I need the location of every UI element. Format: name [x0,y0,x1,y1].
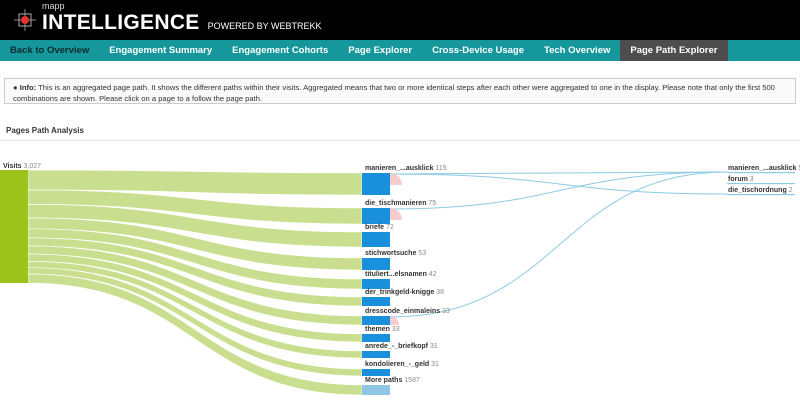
page-node-label[interactable]: kondolieren_-_geld 31 [365,361,439,368]
app-header: mapp INTELLIGENCE POWERED BY WEBTREKK [0,0,800,40]
step3-node[interactable] [727,183,795,185]
exit-indicator [390,173,402,185]
page-node-label[interactable]: stichwortsuche 53 [365,250,426,257]
page-node-label[interactable]: manieren_...ausklick 115 [365,165,447,172]
page-node[interactable] [362,351,390,358]
page-node-label[interactable]: themen 33 [365,326,400,333]
tab-engagement-summary[interactable]: Engagement Summary [109,45,213,56]
path-flow [389,173,728,195]
brand-row: INTELLIGENCE POWERED BY WEBTREKK [42,11,321,35]
page-node[interactable] [362,279,390,289]
tab-tech-overview[interactable]: Tech Overview [544,45,611,56]
info-box: ● Info: This is an aggregated page path.… [4,78,796,104]
page-node-label[interactable]: der_trinkgeld-knigge 38 [365,289,444,296]
page-node[interactable] [362,297,390,306]
exit-indicator [390,208,402,220]
page-node[interactable] [362,385,390,395]
nav-bar: Back to Overview Engagement Summary Enga… [0,40,800,61]
page-node-label[interactable]: anrede_-_briefkopf 31 [365,343,438,350]
tab-cross-device-usage[interactable]: Cross-Device Usage [432,45,525,56]
info-label: Info: [19,83,37,92]
page-node[interactable] [362,232,390,247]
info-icon: ● [13,83,18,92]
page-node[interactable] [362,258,390,270]
step3-node[interactable] [727,172,795,174]
info-text: This is an aggregated page path. It show… [13,83,775,103]
page-path-sankey: Visits 3,027 manieren_...ausklick 115 die_… [0,163,800,396]
page-node[interactable] [362,334,390,342]
exit-indicator [390,316,399,325]
tab-page-explorer[interactable]: Page Explorer [348,45,413,56]
powered-by: POWERED BY WEBTREKK [207,21,322,31]
tab-back-to-overview[interactable]: Back to Overview [10,45,90,56]
brand: mapp INTELLIGENCE POWERED BY WEBTREKK [42,1,321,35]
path-flow [389,171,728,318]
page-node-label[interactable]: tituliert...elsnamen 42 [365,271,437,278]
step3-node-label[interactable]: manieren_...ausklick 5 [728,165,800,172]
path-flow [389,171,728,175]
brand-small: mapp [42,1,65,11]
step3-node-label[interactable]: die_tischordnung 2 [728,187,793,194]
step3-node-label[interactable]: forum 3 [728,176,754,183]
page-node-label[interactable]: More paths 1587 [365,377,420,384]
page-node-label[interactable]: die_tischmanieren 75 [365,200,436,207]
page-node[interactable] [362,369,390,376]
page-node[interactable] [362,208,390,224]
page-node[interactable] [362,316,390,325]
mapp-logo-icon [14,9,36,31]
path-flow [389,171,728,210]
visits-node[interactable] [0,170,28,283]
tab-engagement-cohorts[interactable]: Engagement Cohorts [232,45,329,56]
tab-page-path-explorer[interactable]: Page Path Explorer [620,40,728,61]
section-title: Pages Path Analysis [6,126,84,135]
brand-title: INTELLIGENCE [42,11,200,34]
step3-node[interactable] [727,194,795,196]
page-node-label[interactable]: dresscode_einmaleins 33 [365,308,450,315]
divider [0,140,800,141]
visits-label[interactable]: Visits 3,027 [3,163,41,170]
page-node[interactable] [362,173,390,195]
page-node-label[interactable]: briefe 72 [365,224,394,231]
